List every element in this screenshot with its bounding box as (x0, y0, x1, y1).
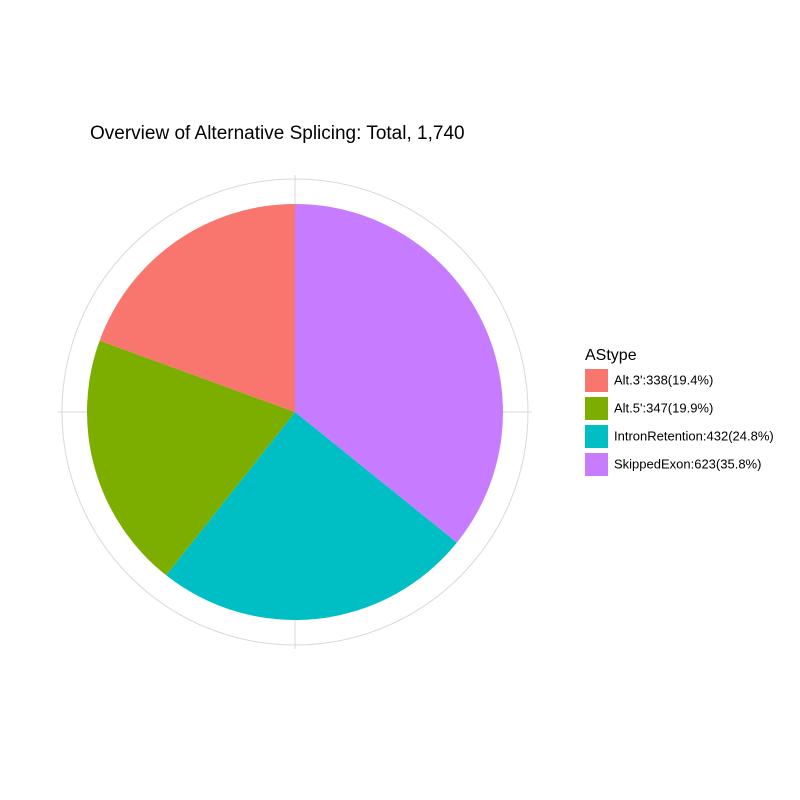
legend-label: IntronRetention:432(24.8%) (614, 428, 774, 443)
legend-label: Alt.3':338(19.4%) (614, 372, 713, 387)
pie-slice (99, 204, 296, 412)
legend-label: SkippedExon:623(35.8%) (614, 456, 761, 471)
pie-slice (86, 340, 295, 576)
chart-title: Overview of Alternative Splicing: Total,… (90, 123, 465, 144)
legend-label: Alt.5':347(19.9%) (614, 400, 713, 415)
pie-slice (295, 204, 503, 543)
legend-swatch (585, 369, 608, 392)
legend-swatch (585, 397, 608, 420)
legend-swatch (585, 453, 608, 476)
pie-slice (166, 412, 457, 620)
legend-title: AStype (585, 347, 637, 364)
legend-swatch (585, 425, 608, 448)
